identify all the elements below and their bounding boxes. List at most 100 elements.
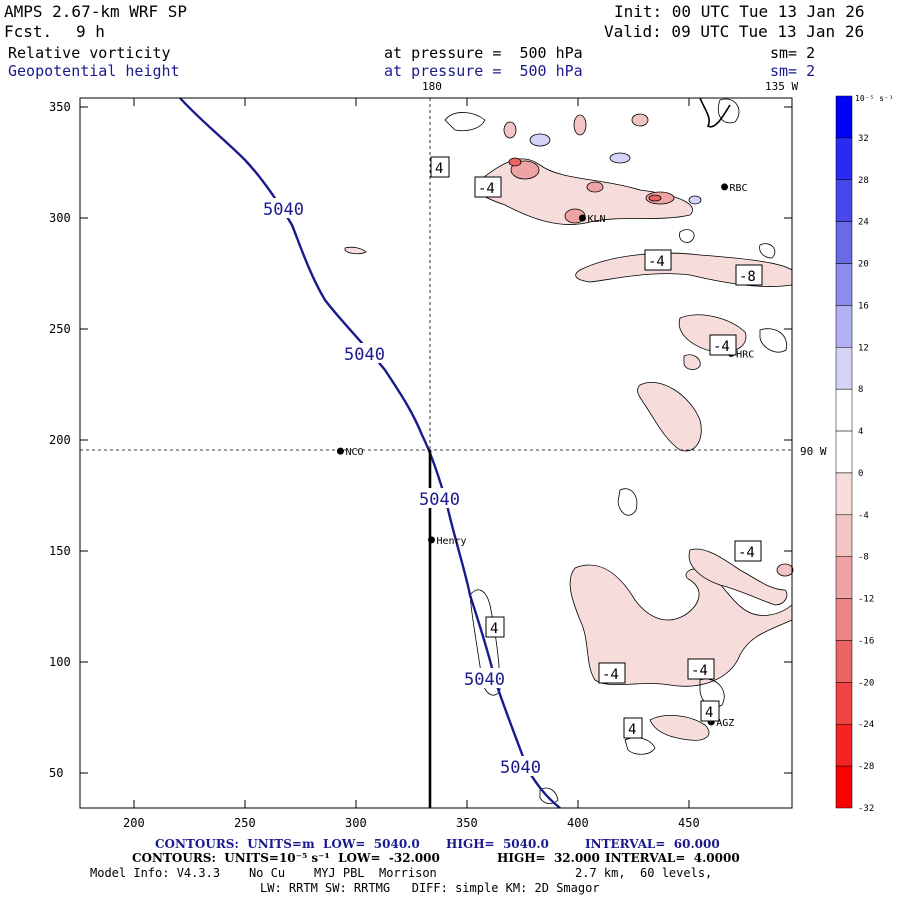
colorbar-level: 32 bbox=[858, 134, 869, 144]
vorticity-labels: 4 -4 -4 -8 -4 -4 4 -4 -4 4 4 bbox=[430, 156, 763, 739]
colorbar-swatch bbox=[835, 305, 853, 348]
height-label: 5040 bbox=[344, 345, 385, 365]
colorbar-swatch bbox=[835, 430, 853, 474]
vort-label: 4 bbox=[628, 722, 636, 738]
station-label: AGZ bbox=[716, 718, 734, 729]
colorbar-unit: 10⁻⁵ s⁻¹ bbox=[855, 94, 894, 103]
colorbar-swatch bbox=[835, 556, 853, 599]
colorbar-swatch bbox=[835, 263, 853, 306]
colorbar-level: 16 bbox=[858, 301, 869, 311]
vort-label: -4 bbox=[478, 181, 495, 197]
vort-label: -4 bbox=[691, 663, 708, 679]
height-label: 5040 bbox=[464, 670, 505, 690]
colorbar-level: -4 bbox=[858, 511, 869, 521]
station-dot bbox=[336, 447, 344, 455]
y-axis: 350 300 250 200 150 100 50 bbox=[49, 100, 792, 780]
vort-region-bottom bbox=[649, 715, 710, 741]
colorbar-swatch bbox=[835, 388, 853, 432]
station-dot bbox=[427, 536, 435, 544]
station-label: HRC bbox=[736, 349, 754, 360]
colorbar-swatch bbox=[835, 221, 853, 264]
colorbar-swatch bbox=[835, 347, 853, 390]
y-tick-label: 150 bbox=[49, 544, 71, 558]
colorbar-swatch bbox=[835, 765, 853, 809]
forecast-label: Fcst. bbox=[4, 22, 53, 41]
footer-vort-interval: INTERVAL= 4.0000 bbox=[605, 851, 740, 865]
station-dot bbox=[578, 214, 586, 222]
colorbar-level: -28 bbox=[858, 762, 874, 772]
colorbar-level: 12 bbox=[858, 343, 869, 353]
colorbar-swatch bbox=[835, 95, 853, 139]
lon-90w-label: 90 W bbox=[800, 445, 827, 458]
colorbar-level: 4 bbox=[858, 427, 863, 437]
colorbar-swatch bbox=[835, 179, 853, 222]
init-time: Init: 00 UTC Tue 13 Jan 26 bbox=[614, 2, 865, 21]
pressure-height: at pressure = 500 hPa bbox=[384, 62, 583, 80]
smoothing-height: sm= 2 bbox=[770, 62, 816, 80]
y-tick-label: 350 bbox=[49, 100, 71, 114]
colorbar-level: -12 bbox=[858, 595, 874, 605]
footer-vort-high: HIGH= 32.000 bbox=[497, 851, 600, 865]
vort-label: -4 bbox=[713, 339, 730, 355]
lon-180-label: 180 bbox=[422, 80, 442, 93]
smoothing-vorticity: sm= 2 bbox=[770, 44, 816, 62]
vort-region-small2 bbox=[344, 246, 367, 255]
station-label: KLN bbox=[587, 214, 605, 225]
vort-label: 4 bbox=[490, 621, 498, 637]
y-tick-label: 100 bbox=[49, 655, 71, 669]
coastline bbox=[699, 97, 731, 128]
colorbar-level: 28 bbox=[858, 176, 869, 186]
x-tick-label: 400 bbox=[567, 816, 589, 830]
height-labels: 5040 5040 5040 5040 5040 bbox=[262, 198, 547, 778]
vorticity-contours-positive bbox=[444, 98, 788, 804]
vort-label: -8 bbox=[739, 269, 756, 285]
station-markers: RBC KLN HRC NCO Henry AGZ bbox=[336, 183, 754, 729]
colorbar-level: -8 bbox=[858, 553, 869, 563]
vort-label: -4 bbox=[602, 667, 619, 683]
y-tick-label: 50 bbox=[49, 766, 63, 780]
height-label: 5040 bbox=[419, 490, 460, 510]
vort-region-mid2 bbox=[637, 382, 702, 452]
field-vorticity: Relative vorticity bbox=[8, 44, 171, 62]
height-label: 5040 bbox=[263, 200, 304, 220]
footer-height-high: HIGH= 5040.0 bbox=[446, 837, 549, 851]
colorbar-level: 8 bbox=[858, 385, 863, 395]
y-tick-label: 200 bbox=[49, 433, 71, 447]
colorbar-level: -16 bbox=[858, 636, 874, 646]
colorbar-swatch bbox=[835, 640, 853, 683]
valid-time: Valid: 09 UTC Tue 13 Jan 26 bbox=[604, 22, 865, 41]
vort-region-right bbox=[688, 548, 788, 606]
colorbar-swatch bbox=[835, 472, 853, 516]
x-axis: 200 250 300 350 400 450 bbox=[123, 98, 700, 830]
vort-region-small1 bbox=[683, 354, 701, 370]
vort-label: 4 bbox=[705, 705, 713, 721]
pressure-vorticity: at pressure = 500 hPa bbox=[384, 44, 583, 62]
footer-height-contours: CONTOURS: UNITS=m LOW= 5040.0 bbox=[155, 837, 420, 851]
vort-label: -4 bbox=[648, 254, 665, 270]
lon-135w-label: 135 W bbox=[765, 80, 798, 93]
vorticity-detail bbox=[503, 113, 794, 577]
colorbar-level: -32 bbox=[858, 804, 874, 814]
forecast-hour: 9 h bbox=[76, 22, 105, 41]
model-title: AMPS 2.67-km WRF SP bbox=[4, 2, 188, 21]
x-tick-label: 200 bbox=[123, 816, 145, 830]
y-tick-label: 300 bbox=[49, 211, 71, 225]
x-tick-label: 250 bbox=[234, 816, 256, 830]
vort-label: -4 bbox=[738, 545, 755, 561]
colorbar-level: -20 bbox=[858, 678, 874, 688]
colorbar: 32 28 24 20 16 12 8 4 0 -4 -8 -12 -16 -20 -24 -28 -32 bbox=[835, 95, 874, 814]
x-tick-label: 450 bbox=[678, 816, 700, 830]
field-height: Geopotential height bbox=[8, 62, 180, 80]
footer-physics: LW: RRTM SW: RRTMG DIFF: simple KM: 2D S… bbox=[260, 881, 600, 895]
plot-frame bbox=[79, 97, 793, 809]
x-tick-label: 350 bbox=[456, 816, 478, 830]
station-label: NCO bbox=[345, 447, 363, 458]
colorbar-swatch bbox=[835, 723, 853, 767]
vort-region-lower bbox=[569, 564, 793, 687]
x-tick-label: 300 bbox=[345, 816, 367, 830]
footer-vort-contours: CONTOURS: UNITS=10⁻⁵ s⁻¹ LOW= -32.000 bbox=[132, 851, 440, 865]
vort-label: 4 bbox=[435, 161, 443, 177]
station-dot bbox=[721, 183, 729, 191]
vorticity-fill-regions bbox=[344, 158, 793, 741]
